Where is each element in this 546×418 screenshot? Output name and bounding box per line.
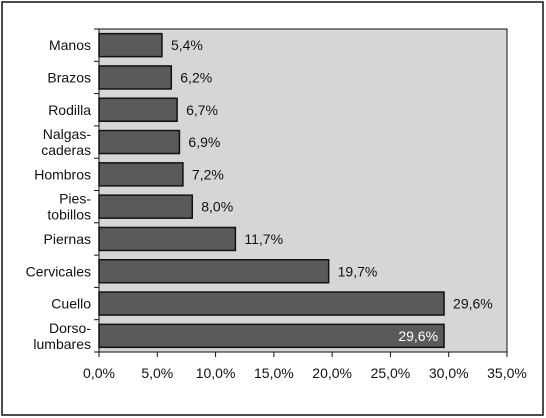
- category-label: caderas: [41, 142, 91, 158]
- category-labels-group: Manos Brazos Rodilla Nalgas-caderas Hombros P…: [26, 28, 99, 353]
- x-tick-label: 25,0%: [371, 365, 411, 381]
- bar: [98, 291, 445, 316]
- x-tick-label: 15,0%: [254, 365, 294, 381]
- category-label: Hombros: [34, 166, 91, 182]
- category-label: Piernas: [44, 231, 91, 247]
- bars-group: 5,4% 6,2% 6,7% 6,9% 7,2% 8,0% 11,7% 19,7% 29,6% 2…: [98, 32, 493, 349]
- bar: [98, 323, 445, 349]
- bar: [98, 194, 194, 219]
- x-axis: 0,0% 5,0% 10,0% 15,0% 20,0% 25,0% 30,0% 35,0%: [83, 352, 527, 381]
- x-tick-label: 10,0%: [196, 365, 236, 381]
- data-label: 29,6%: [398, 328, 438, 344]
- category-label: Brazos: [47, 69, 91, 85]
- bar: [98, 259, 330, 284]
- x-tick-label: 30,0%: [429, 365, 469, 381]
- bar: [98, 32, 163, 58]
- data-label: 6,9%: [188, 134, 220, 150]
- bar: [98, 97, 178, 122]
- category-label: Cuello: [51, 296, 91, 312]
- category-label: Manos: [49, 37, 91, 53]
- bar: [98, 226, 237, 252]
- bar: [98, 162, 184, 187]
- data-label: 29,6%: [453, 296, 493, 312]
- bar: [98, 129, 181, 155]
- x-tick-label: 20,0%: [312, 365, 352, 381]
- data-label: 19,7%: [338, 263, 378, 279]
- data-label: 8,0%: [201, 199, 233, 215]
- category-label: Pies-: [59, 191, 91, 207]
- x-tick-label: 35,0%: [487, 365, 527, 381]
- data-label: 11,7%: [244, 231, 283, 247]
- x-tick-label: 0,0%: [83, 365, 115, 381]
- category-label: Dorso-: [49, 320, 91, 336]
- bar: [98, 65, 173, 90]
- category-label: lumbares: [33, 336, 91, 352]
- data-label: 5,4%: [171, 37, 203, 53]
- category-label: Cervicales: [26, 263, 91, 279]
- data-label: 6,2%: [180, 69, 212, 85]
- category-label: Rodilla: [48, 102, 91, 118]
- category-label: tobillos: [47, 207, 91, 223]
- category-label: Nalgas-: [43, 126, 92, 142]
- x-tick-label: 5,0%: [141, 365, 173, 381]
- data-label: 7,2%: [192, 166, 224, 182]
- data-label: 6,7%: [186, 102, 218, 118]
